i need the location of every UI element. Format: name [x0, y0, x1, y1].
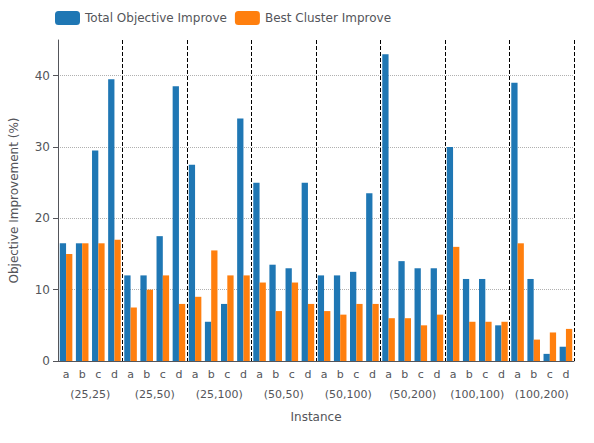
- svg-text:(100,100): (100,100): [450, 388, 504, 401]
- svg-text:b: b: [401, 368, 408, 381]
- svg-text:(25,50): (25,50): [135, 388, 175, 401]
- svg-text:Instance: Instance: [290, 410, 341, 424]
- svg-text:c: c: [482, 368, 488, 381]
- svg-text:b: b: [530, 368, 537, 381]
- svg-text:(25,100): (25,100): [196, 388, 243, 401]
- svg-text:d: d: [240, 368, 247, 381]
- svg-text:c: c: [547, 368, 553, 381]
- svg-text:a: a: [256, 368, 263, 381]
- svg-text:d: d: [498, 368, 505, 381]
- svg-text:d: d: [111, 368, 118, 381]
- svg-text:b: b: [337, 368, 344, 381]
- svg-text:a: a: [385, 368, 392, 381]
- svg-text:a: a: [321, 368, 328, 381]
- svg-text:a: a: [127, 368, 134, 381]
- svg-text:(100,200): (100,200): [515, 388, 569, 401]
- svg-text:b: b: [143, 368, 150, 381]
- svg-text:d: d: [369, 368, 376, 381]
- svg-text:Objective Improvement (%): Objective Improvement (%): [7, 117, 21, 283]
- svg-text:(50,50): (50,50): [264, 388, 304, 401]
- svg-text:b: b: [79, 368, 86, 381]
- svg-text:c: c: [224, 368, 230, 381]
- svg-text:(50,100): (50,100): [325, 388, 372, 401]
- svg-text:Best Cluster Improve: Best Cluster Improve: [265, 11, 391, 25]
- svg-text:b: b: [272, 368, 279, 381]
- svg-text:20: 20: [35, 211, 50, 225]
- svg-text:10: 10: [35, 283, 50, 297]
- svg-text:c: c: [353, 368, 359, 381]
- svg-text:b: b: [466, 368, 473, 381]
- svg-text:a: a: [63, 368, 70, 381]
- svg-text:Total Objective Improve: Total Objective Improve: [84, 11, 227, 25]
- svg-text:(50,200): (50,200): [389, 388, 436, 401]
- svg-text:a: a: [192, 368, 199, 381]
- svg-text:0: 0: [42, 354, 50, 368]
- svg-text:b: b: [208, 368, 215, 381]
- svg-text:c: c: [289, 368, 295, 381]
- svg-text:a: a: [450, 368, 457, 381]
- svg-text:d: d: [433, 368, 440, 381]
- svg-text:40: 40: [35, 69, 50, 83]
- svg-text:c: c: [160, 368, 166, 381]
- svg-text:d: d: [562, 368, 569, 381]
- svg-text:(25,25): (25,25): [70, 388, 110, 401]
- svg-text:d: d: [304, 368, 311, 381]
- svg-text:a: a: [514, 368, 521, 381]
- svg-text:d: d: [175, 368, 182, 381]
- svg-text:c: c: [95, 368, 101, 381]
- svg-text:30: 30: [35, 140, 50, 154]
- svg-text:c: c: [418, 368, 424, 381]
